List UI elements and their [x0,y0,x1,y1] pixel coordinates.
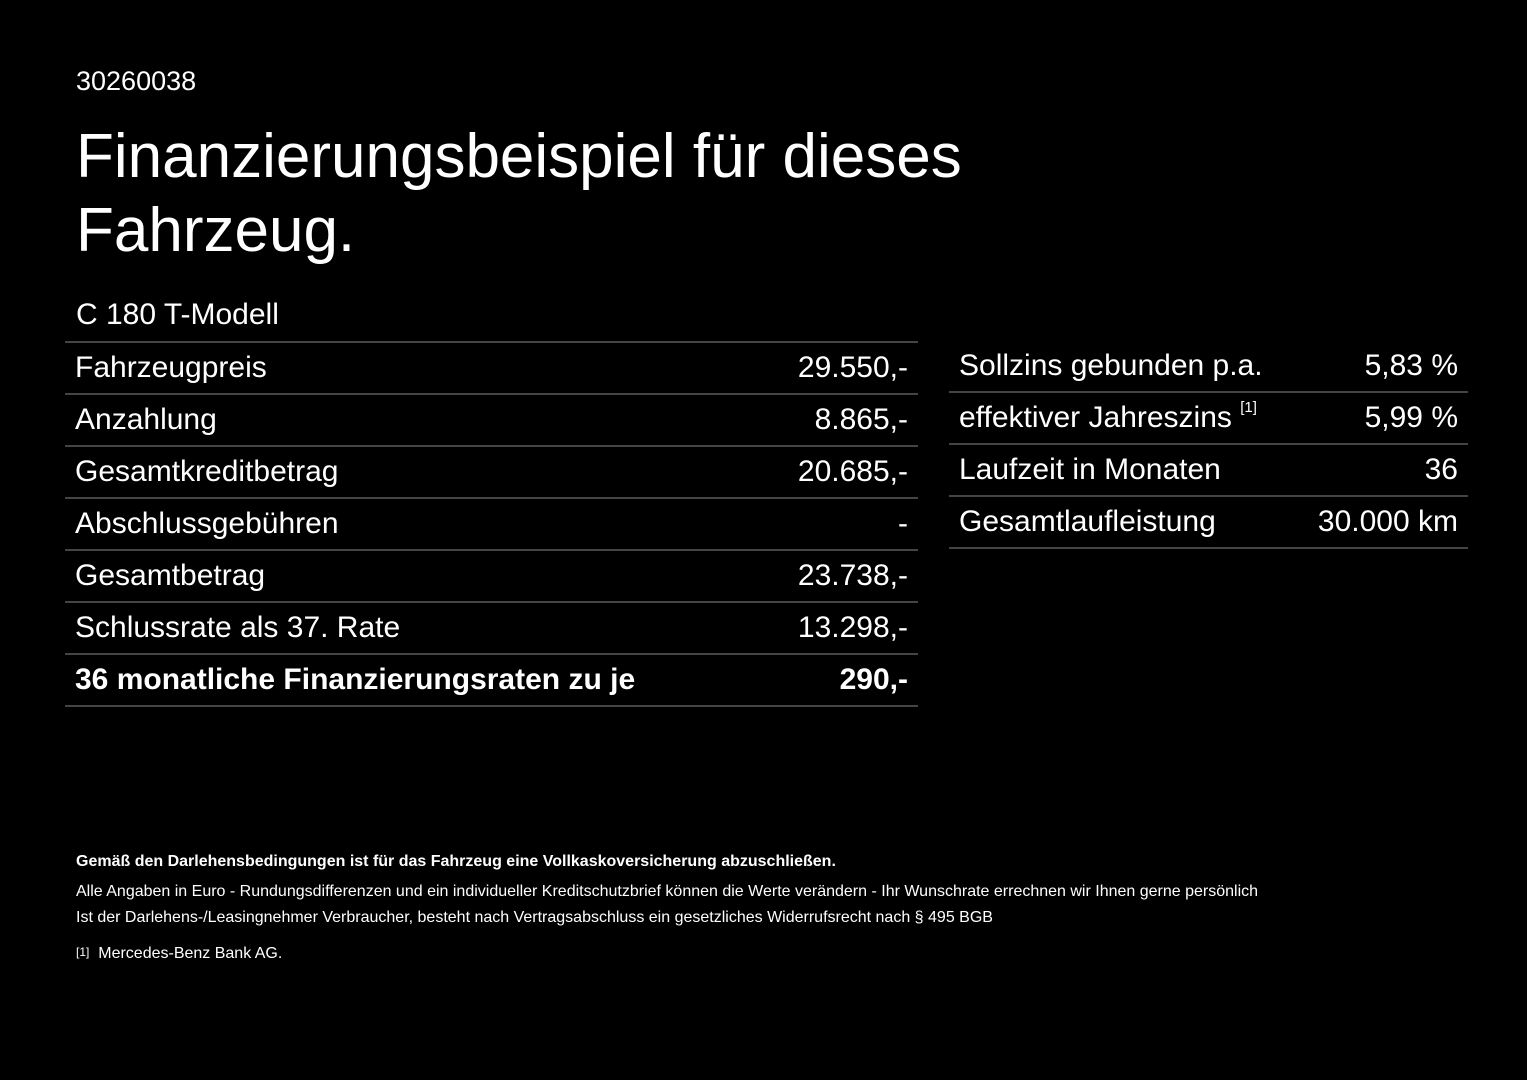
label: Schlussrate als 37. Rate [65,602,762,655]
label-text: Sollzins gebunden p.a. [959,349,1263,382]
value: 29.550,- [761,342,918,395]
value: 30.000 km [1296,496,1468,549]
row: 36 monatliche Finanzierungsraten zu je 29… [65,654,918,707]
label-text: Anzahlung [75,403,217,436]
label: Abschlussgebühren [65,498,762,551]
label: Laufzeit in Monaten [949,444,1297,497]
row: Anzahlung 8.865,- [65,394,918,447]
footer-line: Ist der Darlehens-/Leasingnehmer Verbrau… [76,909,993,926]
row: Gesamtbetrag 23.738,- [65,550,918,603]
footer-line: Alle Angaben in Euro - Rundungsdifferenz… [76,883,1259,900]
row: effektiver Jahreszins [1] 5,99 % [949,392,1468,445]
value: 8.865,- [761,394,918,447]
label: effektiver Jahreszins [1] [949,392,1297,445]
footnote-ref: [1] [76,945,90,959]
footnote-text: Mercedes-Benz Bank AG. [98,945,283,962]
footer-bold: Gemäß den Darlehensbedingungen ist für d… [76,853,836,870]
label-text: Gesamtbetrag [75,559,266,592]
label: Anzahlung [65,394,762,447]
row: Sollzins gebunden p.a. 5,83 % [949,341,1468,393]
label-text: Fahrzeugpreis [75,351,267,384]
label: Gesamtlaufleistung [949,496,1297,549]
value: 5,99 % [1296,392,1468,445]
label-text: Gesamtkreditbetrag [75,455,339,488]
value: - [761,498,918,551]
value: 13.298,- [761,602,918,655]
row: Gesamtlaufleistung 30.000 km [949,496,1468,549]
row: Fahrzeugpreis 29.550,- [65,342,918,395]
right-table: Sollzins gebunden p.a. 5,83 % effektiver J… [949,341,1468,549]
value: 23.738,- [761,550,918,603]
row: Gesamtkreditbetrag 20.685,- [65,446,918,499]
left-table: Fahrzeugpreis 29.550,- Anzahlung 8.865,- Ges… [65,341,918,707]
title-line: Finanzierungsbeispiel für dieses [76,122,962,191]
label-text: Schlussrate als 37. Rate [75,611,401,644]
label: Fahrzeugpreis [65,342,762,395]
value: 36 [1296,444,1468,497]
footnote-ref: [1] [1240,399,1257,416]
title-line: Fahrzeug. [76,196,356,265]
label-text: 36 monatliche Finanzierungsraten zu je [75,663,636,696]
row: Laufzeit in Monaten 36 [949,444,1468,497]
title: Finanzierungsbeispiel für dieses Fahrzeug… [76,120,962,268]
label-text: Laufzeit in Monaten [959,453,1221,486]
label: Gesamtbetrag [65,550,762,603]
vehicle-id: 30260038 [76,66,197,96]
model: C 180 T-Modell [76,298,279,331]
label-text: effektiver Jahreszins [959,401,1232,434]
value: 5,83 % [1296,341,1468,393]
label-text: Gesamtlaufleistung [959,505,1216,538]
value: 290,- [761,654,918,707]
label-text: Abschlussgebühren [75,507,339,540]
label: 36 monatliche Finanzierungsraten zu je [65,654,762,707]
row: Abschlussgebühren - [65,498,918,551]
value: 20.685,- [761,446,918,499]
row: Schlussrate als 37. Rate 13.298,- [65,602,918,655]
label: Sollzins gebunden p.a. [949,341,1297,393]
label: Gesamtkreditbetrag [65,446,762,499]
